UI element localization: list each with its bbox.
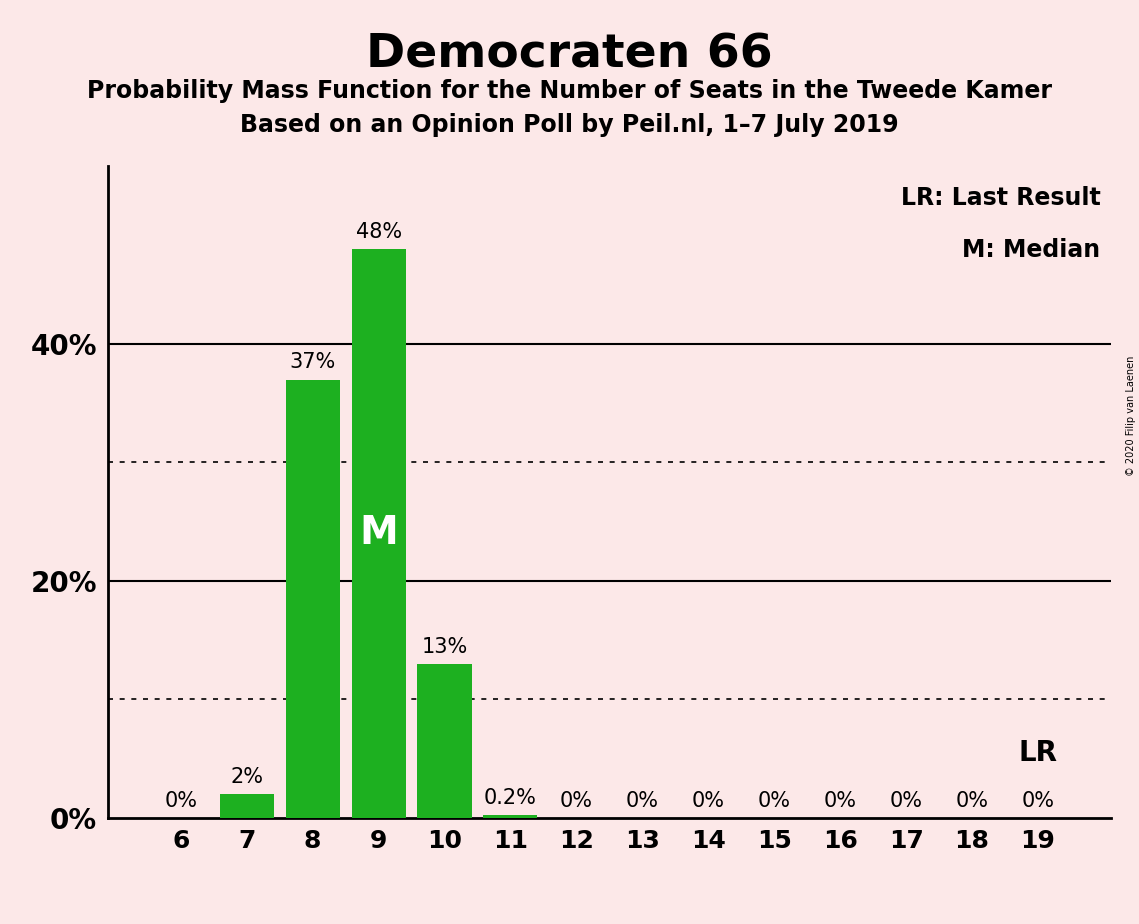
Text: LR: LR (1018, 738, 1057, 767)
Text: 2%: 2% (230, 767, 263, 787)
Text: 0%: 0% (956, 791, 989, 810)
Text: LR: Last Result: LR: Last Result (901, 186, 1100, 210)
Text: 0%: 0% (890, 791, 923, 810)
Text: Probability Mass Function for the Number of Seats in the Tweede Kamer: Probability Mass Function for the Number… (87, 79, 1052, 103)
Bar (352, 249, 405, 818)
Text: 0%: 0% (757, 791, 790, 810)
Text: Based on an Opinion Poll by Peil.nl, 1–7 July 2019: Based on an Opinion Poll by Peil.nl, 1–7… (240, 113, 899, 137)
Text: M: Median: M: Median (962, 238, 1100, 262)
Text: 0.2%: 0.2% (484, 788, 536, 808)
Text: 0%: 0% (691, 791, 724, 810)
Bar (483, 815, 538, 818)
Text: 0%: 0% (625, 791, 658, 810)
Text: © 2020 Filip van Laenen: © 2020 Filip van Laenen (1126, 356, 1136, 476)
Text: 48%: 48% (355, 222, 402, 242)
Bar (220, 794, 273, 818)
Bar (286, 380, 339, 818)
Text: 37%: 37% (289, 352, 336, 372)
Text: 0%: 0% (1022, 791, 1055, 810)
Text: 0%: 0% (823, 791, 857, 810)
Text: M: M (359, 515, 398, 553)
Text: 13%: 13% (421, 637, 468, 657)
Text: 0%: 0% (560, 791, 593, 810)
Bar (418, 663, 472, 818)
Text: Democraten 66: Democraten 66 (366, 32, 773, 78)
Text: 0%: 0% (164, 791, 197, 810)
